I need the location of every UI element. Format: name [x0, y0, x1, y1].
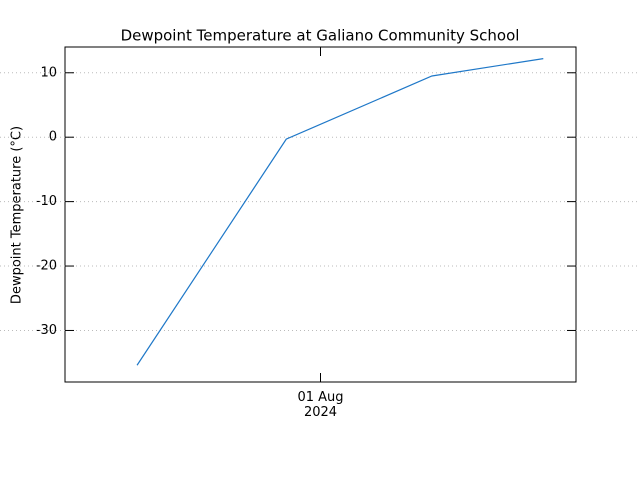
- chart-title: Dewpoint Temperature at Galiano Communit…: [121, 27, 520, 45]
- x-tick-label: 01 Aug 2024: [297, 390, 343, 420]
- y-tick-label: -20: [36, 259, 57, 274]
- y-axis-label: Dewpoint Temperature (°C): [10, 126, 25, 304]
- data-line: [136, 58, 544, 366]
- y-tick-label: -10: [36, 194, 57, 209]
- y-tick-label: -30: [36, 323, 57, 338]
- plot-frame: [64, 46, 577, 383]
